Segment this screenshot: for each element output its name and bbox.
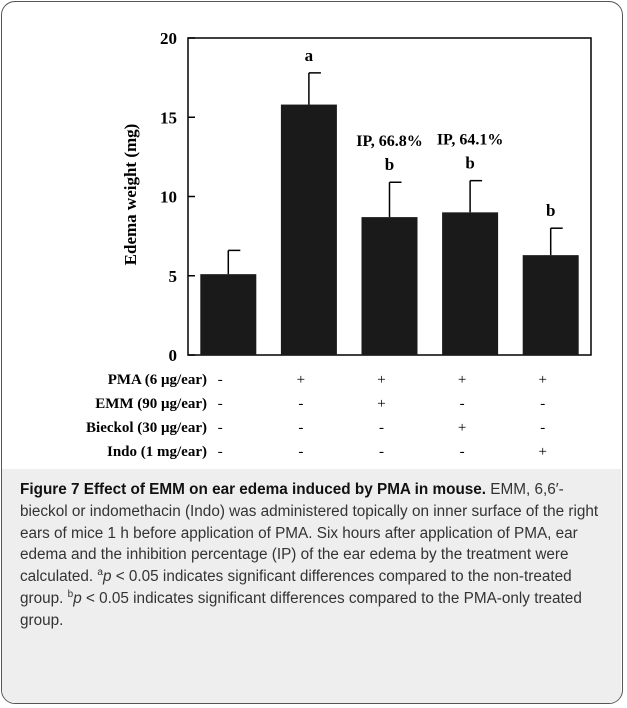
caption-sup-b: b: [67, 588, 74, 600]
bar-chart: 0 5 10 15 20 Edema weight (mg) a b IP, 66.8% b IP,…: [86, 29, 592, 460]
ip-label: IP, 66.8%: [356, 133, 423, 150]
treatment-row-label: EMM (90 μg/ear): [95, 396, 207, 412]
significance-label: a: [305, 46, 314, 65]
bar: [200, 274, 257, 355]
figure-caption: Figure 7 Effect of EMM on ear edema indu…: [2, 469, 621, 703]
significance-label: b: [465, 154, 474, 173]
treatment-mark: -: [218, 444, 223, 460]
treatment-mark: -: [460, 396, 465, 412]
treatment-mark: +: [458, 372, 466, 388]
treatment-mark: +: [538, 372, 546, 388]
y-tick-label: 10: [160, 188, 177, 207]
treatment-row-label: Bieckol (30 μg/ear): [86, 420, 207, 436]
treatment-row-label: Indo (1 mg/ear): [107, 444, 207, 460]
treatment-mark: -: [218, 420, 223, 436]
treatment-mark: -: [298, 444, 303, 460]
treatment-mark: +: [377, 396, 385, 412]
y-tick-label: 20: [160, 29, 177, 48]
y-axis-label: Edema weight (mg): [121, 124, 140, 266]
y-tick-label: 0: [169, 346, 178, 365]
treatment-mark: -: [540, 396, 545, 412]
bar: [361, 217, 418, 355]
treatment-mark: -: [298, 420, 303, 436]
caption-title: Figure 7 Effect of EMM on ear edema indu…: [20, 481, 487, 498]
y-tick-label: 5: [169, 267, 178, 286]
caption-p-2: p: [73, 589, 82, 607]
treatment-mark: -: [218, 372, 223, 388]
caption-body-3: < 0.05 indicates significant differences…: [20, 589, 582, 629]
caption-p-1: p: [102, 568, 112, 586]
treatment-mark: -: [379, 420, 384, 436]
ip-label: IP, 64.1%: [437, 132, 504, 149]
bar: [442, 212, 499, 355]
y-tick-label: 15: [160, 108, 177, 127]
treatment-mark: +: [458, 420, 466, 436]
caption-sup-a: a: [97, 567, 103, 579]
bar: [522, 255, 579, 355]
treatment-mark: +: [538, 444, 546, 460]
caption-body-2: < 0.05 indicates significant differences…: [20, 568, 572, 607]
treatment-row-label: PMA (6 μg/ear): [108, 372, 207, 388]
significance-label: b: [546, 201, 555, 220]
treatment-mark: -: [298, 396, 303, 412]
treatment-mark: -: [379, 444, 384, 460]
treatment-mark: +: [297, 372, 305, 388]
significance-label: b: [385, 155, 394, 174]
bar: [280, 104, 337, 355]
treatment-mark: -: [540, 420, 545, 436]
treatment-mark: -: [460, 444, 465, 460]
treatment-mark: -: [218, 396, 223, 412]
caption-body-1: EMM, 6,6′-bieckol or indomethacin (Indo)…: [20, 481, 599, 586]
treatment-mark: +: [377, 372, 385, 388]
